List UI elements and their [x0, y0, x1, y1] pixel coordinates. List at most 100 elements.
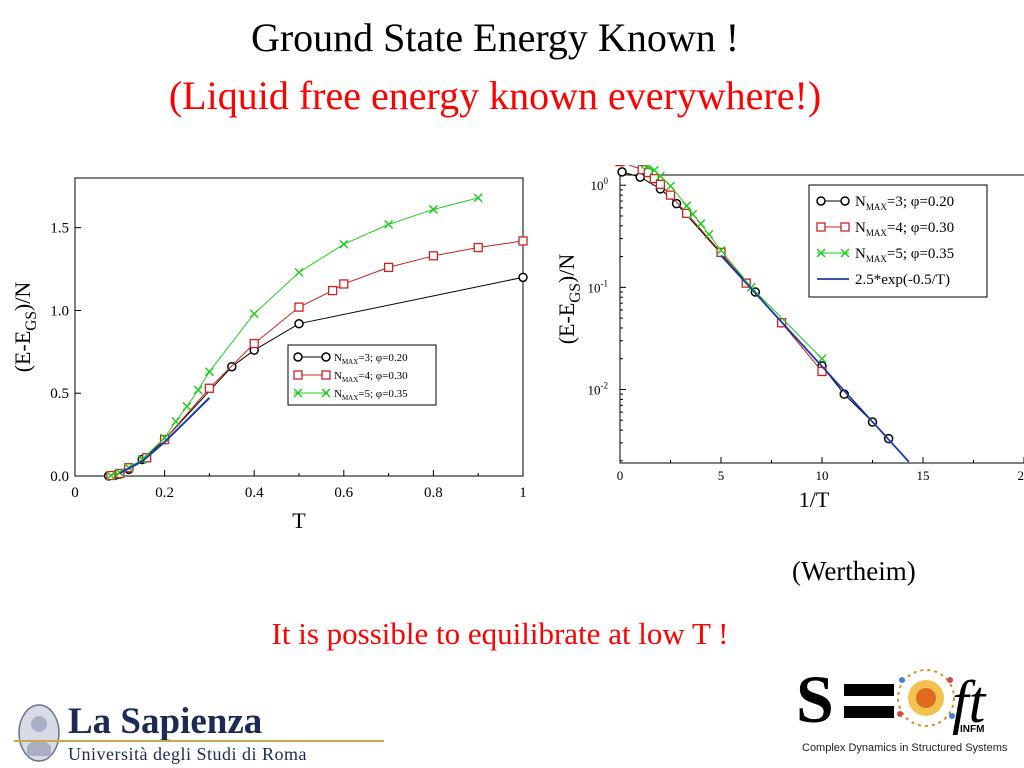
y-tick-label: 10-1 [588, 278, 609, 295]
x-tick-label: 20 [1018, 468, 1024, 483]
y-tick-label: 10-2 [588, 380, 609, 397]
data-point-s3 [682, 201, 692, 211]
data-point-s2 [159, 434, 170, 445]
x-tick-label: 5 [718, 468, 725, 483]
series-line-3 [110, 197, 479, 476]
sapienza-divider [14, 740, 384, 742]
data-point-s1 [671, 198, 682, 209]
data-point-s2 [339, 279, 349, 289]
y-tick-label: 0.5 [50, 386, 69, 402]
y-tick-label: 1.5 [50, 221, 69, 237]
x-tick-label: 0 [617, 468, 624, 483]
legend-label: NMAX=3; φ=0.20 [855, 194, 954, 212]
sapienza-name: La Sapienza [68, 701, 263, 742]
data-point-s3 [193, 385, 203, 395]
series-line-4 [720, 254, 910, 463]
legend-marker [816, 222, 826, 232]
legend-label: NMAX=4; φ=0.30 [334, 370, 408, 384]
sapienza-subtitle: Università degli Studi di Roma [68, 744, 307, 764]
data-point-s1 [617, 167, 627, 177]
soft-logo-mark-icon: S ft [796, 661, 987, 737]
chart-energy-vs-invT: 0 5 10 15 20 100 10-1 10-2 1/T (E-EGS)/N NMAX=3; φ… [550, 157, 1024, 515]
data-point-s3 [696, 219, 706, 229]
data-point-s1 [227, 361, 237, 372]
legend-marker [321, 370, 331, 380]
x-tick-label: 0.2 [155, 485, 174, 501]
legend-marker [816, 196, 826, 206]
chart-energy-vs-T-svg: 0 0.2 0.4 0.6 0.8 1 0.0 0.5 1.0 1.5 T (E-EGS)/N NMAX… [10, 177, 528, 533]
legend-marker [293, 370, 303, 380]
y-tick-label: 1.0 [50, 303, 69, 319]
data-point-s3 [428, 204, 438, 214]
chart-energy-vs-invT-svg: 0 5 10 15 20 100 10-1 10-2 1/T (E-EGS)/N NMAX=3; φ… [554, 157, 1024, 512]
data-point-s3 [688, 209, 698, 219]
data-point-s3 [339, 239, 349, 249]
data-point-s3 [171, 416, 181, 426]
x-tick-label: 0.8 [424, 485, 443, 501]
legend-marker [840, 248, 850, 258]
data-point-s3 [204, 367, 214, 377]
data-point-s3 [665, 181, 676, 191]
legend-marker [321, 352, 331, 362]
x-tick-label: 1 [519, 485, 527, 501]
data-point-s2 [665, 190, 676, 200]
legend-marker [293, 352, 303, 362]
legend-marker [321, 388, 331, 398]
soft-subtitle: Complex Dynamics in Structured Systems [802, 742, 1008, 754]
x-tick-label: 15 [917, 468, 930, 483]
credit-label: (Wertheim) [792, 556, 916, 586]
data-point-s2 [204, 383, 215, 393]
data-point-s1 [518, 272, 528, 283]
data-point-s3 [249, 309, 259, 319]
soft-infm-label: INFM [960, 724, 985, 735]
legend-label: NMAX=4; φ=0.30 [855, 220, 954, 238]
data-point-s2 [249, 338, 259, 349]
soft-logo-ft: ft [952, 669, 987, 735]
data-point-s2 [473, 242, 483, 253]
data-point-s3 [106, 470, 116, 481]
y-axis-label: (E-EGS)/N [554, 254, 584, 345]
x-tick-label: 0.4 [245, 485, 264, 501]
sapienza-emblem-icon [18, 704, 60, 762]
series-line-2 [619, 161, 823, 372]
data-point-s2 [615, 157, 625, 167]
data-point-s1 [635, 172, 645, 182]
data-point-s2 [383, 262, 394, 273]
y-tick-label: 100 [591, 176, 609, 193]
plot-frame [619, 174, 1024, 464]
data-point-s2 [428, 251, 439, 261]
legend-label: NMAX=5; φ=0.35 [334, 388, 408, 402]
data-point-s3 [704, 229, 714, 239]
data-point-s3 [182, 401, 192, 411]
soft-logo: S ft INFM Complex Dynamics in Structured… [794, 660, 1014, 768]
x-tick-label: 10 [816, 468, 829, 483]
slide-title: Ground State Energy Known ! [250, 15, 740, 60]
slide-subtitle: (Liquid free energy known everywhere!) [168, 73, 822, 118]
data-point-s3 [294, 267, 304, 277]
data-point-s3 [716, 245, 726, 255]
series-line-4 [119, 397, 211, 475]
legend-marker [840, 196, 850, 206]
legend-label: NMAX=5; φ=0.35 [855, 246, 954, 264]
data-point-s2 [294, 302, 304, 312]
x-axis-label: T [292, 508, 306, 533]
sapienza-logo: La Sapienza Università degli Studi di Ro… [14, 700, 384, 768]
legend-label: NMAX=3; φ=0.20 [334, 352, 408, 366]
x-tick-label: 0.6 [334, 485, 353, 501]
data-point-s3 [384, 219, 394, 229]
legend-marker [293, 388, 303, 398]
data-point-s2 [327, 285, 338, 296]
data-point-s3 [473, 193, 483, 203]
x-axis-label: 1/T [799, 487, 830, 512]
y-axis-label: (E-EGS)/N [10, 282, 40, 373]
soft-logo-s: S [796, 661, 834, 737]
data-point-s2 [682, 208, 692, 219]
conclusion-text: It is possible to equilibrate at low T ! [271, 616, 729, 651]
data-point-s1 [294, 318, 304, 329]
legend-label: 2.5*exp(-0.5/T) [855, 272, 950, 288]
y-tick-label: 0.0 [50, 469, 69, 485]
legend-marker [840, 222, 850, 232]
x-tick-label: 0 [71, 485, 79, 501]
data-point-s2 [655, 179, 666, 189]
data-point-s3 [817, 354, 827, 364]
